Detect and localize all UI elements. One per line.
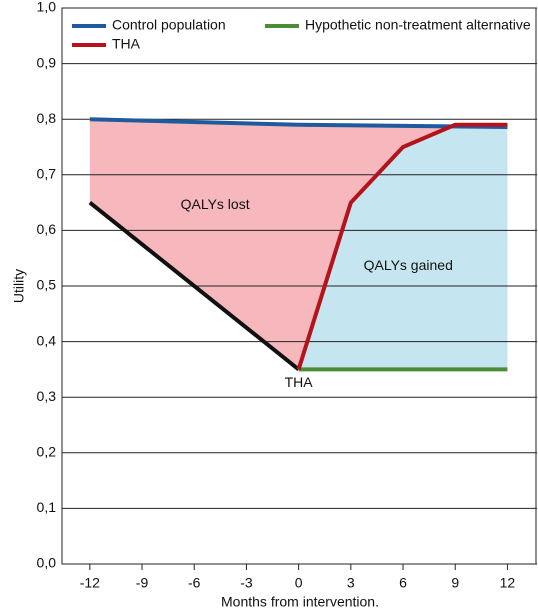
y-tick-label: 0,3 <box>37 388 57 404</box>
x-tick-label: -3 <box>240 575 253 591</box>
x-tick-label: 9 <box>451 575 459 591</box>
x-tick-label: 0 <box>295 575 303 591</box>
y-tick-label: 0,4 <box>37 332 57 348</box>
y-axis-label: Utility <box>11 269 27 303</box>
y-tick-label: 0,7 <box>37 166 57 182</box>
x-tick-label: 6 <box>399 575 407 591</box>
line-series <box>89 117 508 129</box>
y-tick-label: 0,6 <box>37 221 57 237</box>
annotation: QALYs lost <box>181 196 250 212</box>
y-tick-label: 0,9 <box>37 54 57 70</box>
y-tick-label: 0,2 <box>37 444 57 460</box>
y-tick-label: 0,0 <box>37 555 57 571</box>
annotation: QALYs gained <box>364 257 453 273</box>
area-qalys-lost <box>89 119 508 370</box>
x-axis-label: Months from intervention. <box>221 594 379 610</box>
x-tick-label: -12 <box>80 575 100 591</box>
line-series <box>88 201 300 371</box>
x-tick-label: 3 <box>347 575 355 591</box>
y-tick-label: 0,8 <box>37 110 57 126</box>
line-series <box>296 122 508 370</box>
area-qalys-gained <box>298 124 508 370</box>
y-tick-label: 1,0 <box>37 0 57 15</box>
x-tick-label: -6 <box>188 575 201 591</box>
legend-label: THA <box>112 36 141 52</box>
plot-frame <box>61 7 537 565</box>
legend-label: Hypothetic non-treatment alternative <box>305 17 531 33</box>
annotation: THA <box>285 374 314 390</box>
x-tick-label: 12 <box>500 575 516 591</box>
legend-label: Control population <box>112 17 226 33</box>
x-tick-label: -9 <box>136 575 149 591</box>
y-tick-label: 0,1 <box>37 499 57 515</box>
y-tick-label: 0,5 <box>37 277 57 293</box>
